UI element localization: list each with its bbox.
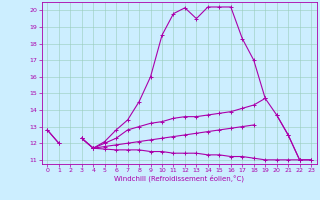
X-axis label: Windchill (Refroidissement éolien,°C): Windchill (Refroidissement éolien,°C) (114, 175, 244, 182)
